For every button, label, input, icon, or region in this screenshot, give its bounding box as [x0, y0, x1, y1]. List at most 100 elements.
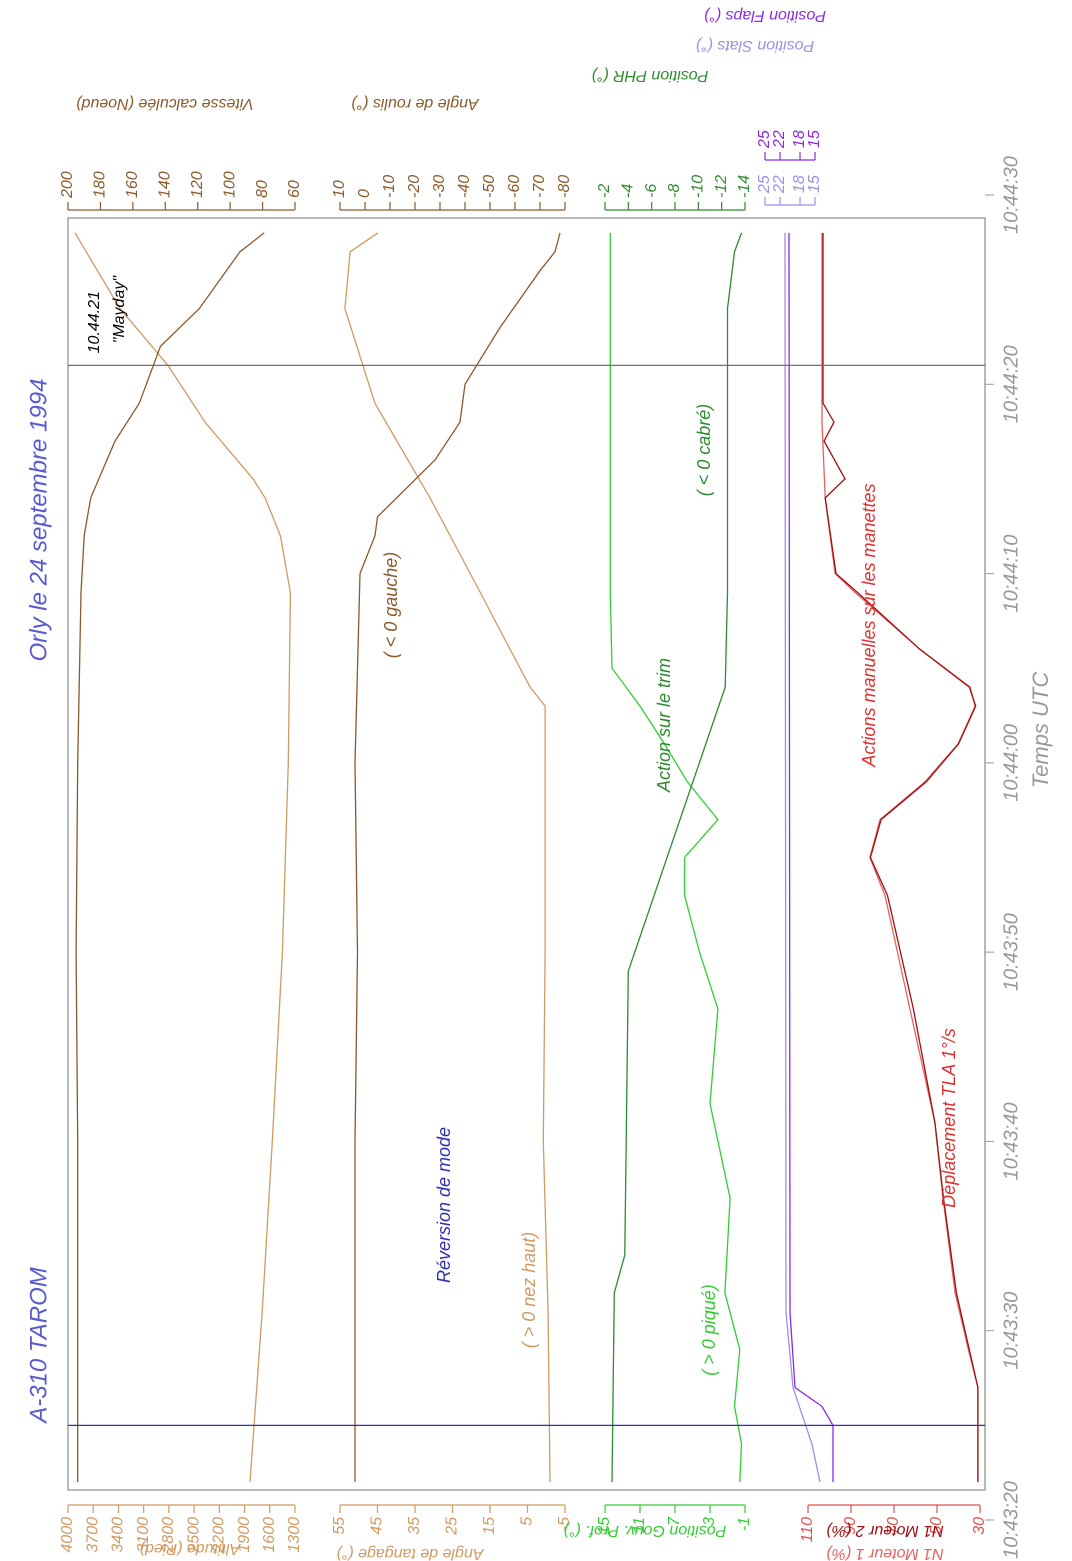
y-tick-label: 3400	[110, 1517, 127, 1553]
y-tick-label: 7	[666, 1516, 683, 1526]
annotation: Réversion de mode	[434, 1127, 454, 1283]
y-tick-label: 25	[756, 130, 773, 149]
y-tick-label: 22	[771, 175, 788, 194]
y-tick-label: 3	[701, 1517, 718, 1526]
y-tick-label: 1300	[286, 1517, 303, 1553]
x-tick-label: 10:43:40	[1000, 1102, 1022, 1180]
y-tick-label: -10	[381, 175, 398, 198]
y-tick-label: 25	[444, 1517, 461, 1536]
x-tick-label: 10:44:00	[1000, 724, 1022, 802]
y-tick-label: -50	[481, 175, 498, 198]
y-tick-label: 30	[971, 1517, 988, 1535]
data-line	[344, 232, 551, 1483]
y-tick-label: -5	[556, 1517, 573, 1531]
axis-title: N1 Moteur 1 (%)	[826, 1545, 943, 1561]
y-tick-label: 100	[221, 171, 238, 198]
y-tick-label: 120	[189, 171, 206, 198]
event-note: "Mayday"	[111, 275, 128, 344]
y-tick-label: 3700	[84, 1517, 101, 1553]
chart-title: A-310 TAROM	[25, 1267, 52, 1425]
y-tick-label: 55	[331, 1517, 348, 1535]
y-tick-label: 2500	[185, 1517, 202, 1554]
y-tick-label: 18	[791, 175, 808, 193]
y-tick-label: 10	[331, 180, 348, 198]
annotation: ( > 0 piqué)	[699, 1284, 719, 1376]
y-tick-label: 22	[771, 130, 788, 149]
plot-frame	[67, 217, 986, 1491]
x-tick-label: 10:44:10	[1000, 535, 1022, 613]
annotation: ( < 0 gauche)	[381, 552, 401, 659]
y-tick-label: 110	[799, 1517, 816, 1543]
y-tick-label: 15	[596, 1517, 613, 1535]
y-tick-label: 5	[519, 1517, 536, 1526]
axis-title: Position PHR (°)	[592, 67, 709, 84]
x-tick-label: 10:43:30	[1000, 1292, 1022, 1370]
y-tick-label: 60	[286, 180, 303, 198]
y-tick-label: -30	[431, 175, 448, 198]
x-tick-label: 10:43:50	[1000, 913, 1022, 991]
y-tick-label: 200	[59, 171, 76, 199]
x-tick-label: 10:44:30	[1000, 156, 1022, 234]
data-line	[611, 232, 743, 1483]
x-tick-label: 10:44:20	[1000, 345, 1022, 423]
axis-title: N1 Moteur 2 (%)	[826, 1522, 943, 1539]
data-line	[788, 232, 834, 1483]
y-tick-label: -20	[406, 175, 423, 198]
y-tick-label: 180	[92, 171, 109, 198]
x-axis-label: Temps UTC	[1028, 672, 1053, 789]
y-tick-label: -70	[531, 175, 548, 198]
y-tick-label: 25	[756, 175, 773, 194]
annotation: ( < 0 cabré)	[694, 404, 714, 497]
axis-title: Vitesse calculée (Noeud)	[76, 95, 254, 112]
axis-title: Position Flaps (°)	[704, 7, 826, 24]
y-tick-label: 90	[842, 1517, 859, 1535]
data-line	[784, 232, 821, 1483]
y-tick-label: -2	[596, 184, 613, 198]
annotation: Action sur le trim	[654, 658, 674, 793]
axis-title: Altitude (Pied)	[140, 1540, 242, 1557]
y-tick-label: -10	[690, 175, 707, 198]
y-tick-label: -80	[556, 175, 573, 198]
y-tick-label: 15	[806, 130, 823, 148]
y-tick-label: -8	[666, 184, 683, 198]
axis-title: Position Slats (°)	[696, 37, 814, 54]
y-tick-label: 1900	[236, 1517, 253, 1553]
data-line	[821, 232, 979, 1483]
axis-title: Angle de roulis (°)	[351, 95, 479, 112]
y-tick-label: 2200	[211, 1517, 228, 1554]
y-tick-label: 70	[885, 1517, 902, 1535]
data-line	[822, 232, 979, 1483]
y-tick-label: 80	[254, 180, 271, 198]
x-tick-label: 10:43:20	[1000, 1481, 1022, 1559]
y-tick-label: -1	[736, 1517, 753, 1531]
data-line	[75, 232, 265, 1483]
y-tick-label: 35	[406, 1517, 423, 1535]
axis-title: Angle de tangage (°)	[337, 1545, 485, 1561]
data-line	[609, 232, 743, 1483]
y-tick-label: 18	[791, 130, 808, 148]
y-tick-label: -40	[456, 175, 473, 198]
y-tick-label: 140	[157, 171, 174, 198]
y-tick-label: 15	[806, 175, 823, 193]
y-tick-label: -6	[643, 184, 660, 198]
annotation: ( > 0 nez haut)	[519, 1232, 539, 1349]
y-tick-label: 45	[369, 1517, 386, 1535]
y-tick-label: -14	[736, 175, 753, 198]
chart-subtitle: Orly le 24 septembre 1994	[25, 379, 52, 662]
y-tick-label: -12	[713, 175, 730, 198]
y-tick-label: 1600	[261, 1517, 278, 1553]
y-tick-label: -4	[620, 184, 637, 198]
y-tick-label: 0	[356, 189, 373, 198]
y-tick-label: 4000	[59, 1517, 76, 1553]
event-label: 10.44.21	[86, 291, 103, 353]
y-tick-label: 3100	[135, 1517, 152, 1553]
annotation: Déplacement TLA 1°/s	[939, 1028, 959, 1208]
y-tick-label: 15	[481, 1517, 498, 1535]
axis-title: Position Gouv. Prof. (°)	[564, 1522, 727, 1539]
y-tick-label: 50	[928, 1517, 945, 1535]
y-tick-label: 160	[124, 171, 141, 198]
y-tick-label: -60	[506, 175, 523, 198]
y-tick-label: 11	[631, 1517, 648, 1534]
